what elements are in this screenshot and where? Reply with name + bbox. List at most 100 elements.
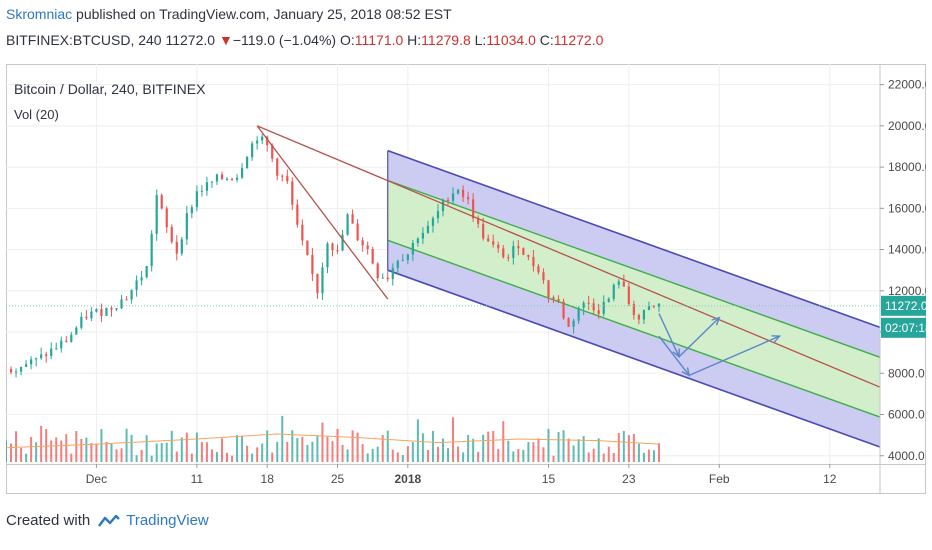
candle-body: [356, 223, 359, 241]
volume-bar: [296, 438, 299, 462]
x-tick-label: 25: [331, 472, 345, 486]
candle-body: [502, 248, 505, 258]
arrow-line: [658, 335, 690, 376]
tradingview-brand[interactable]: TradingView: [126, 512, 209, 529]
candle-body: [110, 307, 113, 310]
volume-bar: [572, 445, 575, 462]
volume-bar: [180, 437, 183, 462]
candle-body: [401, 260, 404, 262]
volume-bar: [502, 421, 505, 462]
volume-bar: [406, 446, 409, 462]
volume-bar: [281, 415, 284, 462]
arrow-line: [688, 335, 780, 376]
candle-body: [200, 190, 203, 192]
candle-body: [215, 174, 219, 182]
candle-body: [366, 245, 369, 250]
price-axis[interactable]: 4000.06000.08000.010000.012000.014000.01…: [879, 64, 932, 494]
current-price-label: 11272.0: [885, 299, 926, 313]
candle-body: [240, 168, 244, 178]
grid: [6, 64, 880, 464]
candle-body: [517, 246, 520, 249]
y-tick-label: 8000.0: [888, 366, 925, 380]
candle-body: [55, 348, 58, 350]
candle-body: [60, 340, 63, 349]
chart-svg[interactable]: 4000.06000.08000.010000.012000.014000.01…: [5, 64, 932, 494]
volume-bar: [135, 455, 138, 462]
volume-bar: [376, 446, 379, 462]
volume-bar: [316, 435, 319, 462]
author-link[interactable]: Skromniac: [6, 6, 73, 22]
candle-body: [210, 181, 214, 183]
candle-body: [532, 256, 535, 267]
chart-area[interactable]: 4000.06000.08000.010000.012000.014000.01…: [5, 64, 932, 494]
x-tick-label: Dec: [86, 472, 107, 486]
volume-bar: [401, 455, 404, 462]
drawings: [6, 125, 881, 388]
volume-bar: [622, 430, 625, 462]
candle-body: [306, 240, 309, 255]
candle-body: [140, 277, 143, 281]
candle-body: [19, 366, 23, 372]
candle-body: [35, 358, 38, 360]
volume-bar: [205, 442, 208, 462]
publish-line: Skromniac published on TradingView.com, …: [6, 6, 452, 22]
ohlc-line: BITFINEX:BTCUSD, 240 11272.0 ▼−119.0 (−1…: [6, 32, 603, 48]
candle-body: [185, 213, 188, 240]
created-with-text: Created with: [6, 512, 91, 529]
time-axis[interactable]: Dec 11 18 25 2018 15 23 Feb 12: [6, 464, 926, 486]
y-tick-label: 22000.0: [888, 78, 926, 92]
candle-body: [125, 299, 128, 301]
high-value: 11279.8: [421, 32, 471, 48]
candle-body: [14, 371, 18, 373]
candle-body: [542, 272, 545, 281]
volume-bar: [311, 441, 314, 462]
volume-bar: [447, 448, 450, 462]
inner-lower-line: [387, 239, 881, 418]
candle-body: [381, 277, 384, 279]
volume-bar: [416, 419, 419, 462]
volume-bar: [200, 442, 203, 462]
volume-bar: [130, 434, 133, 462]
candle-body: [336, 250, 339, 252]
volume-bar: [175, 451, 178, 462]
volume-bar: [472, 438, 475, 462]
volume-bar: [220, 438, 223, 462]
volume-bar: [597, 438, 600, 462]
candle-body: [95, 308, 98, 312]
volume-bar: [226, 452, 229, 462]
volume-bar: [431, 430, 434, 462]
trend-line: [256, 125, 389, 300]
candle-body: [426, 225, 430, 233]
candle-body: [256, 140, 259, 144]
candle-body: [441, 199, 445, 212]
y-tick-label: 14000.0: [888, 243, 926, 257]
candle-body: [522, 248, 525, 255]
volume-bar: [457, 446, 460, 462]
volume-bar: [185, 432, 188, 462]
candle-body: [30, 359, 33, 365]
open-label: O:: [339, 32, 355, 48]
volume-bar: [55, 437, 58, 462]
volume-bar: [361, 444, 364, 462]
candle-body: [291, 181, 294, 205]
volume-bar: [391, 449, 394, 462]
volume-bar: [85, 437, 88, 462]
volume-bar: [421, 433, 424, 462]
volume-bar: [567, 438, 570, 462]
candle-body: [497, 244, 500, 249]
volume-bar: [627, 435, 630, 462]
median-line: [256, 125, 881, 388]
candle-body: [85, 316, 88, 319]
inner-channel-fill: [387, 180, 880, 418]
candle-body: [351, 214, 354, 224]
volume-bar: [562, 430, 565, 462]
volume-bar: [95, 444, 98, 462]
candle-body: [251, 143, 254, 158]
volume-bar: [577, 439, 580, 462]
open-value: 11171.0: [354, 32, 404, 48]
candle-body: [341, 234, 344, 251]
volume-bar: [497, 449, 500, 462]
candle-body: [391, 268, 394, 280]
y-tick-label: 4000.0: [888, 449, 925, 463]
volume-bar: [145, 435, 148, 462]
